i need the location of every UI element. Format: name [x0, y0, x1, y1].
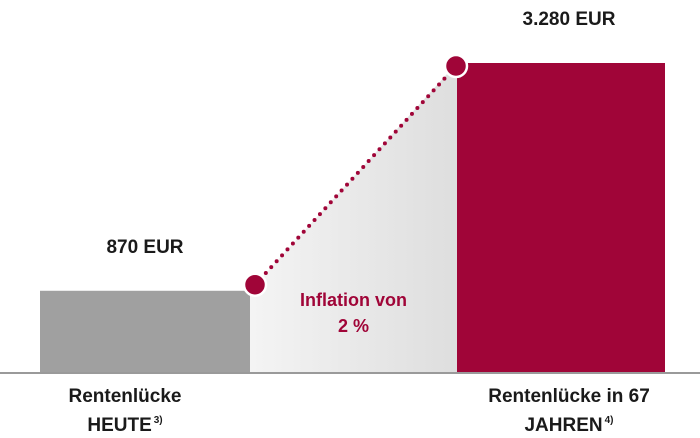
- inflation-area: [250, 63, 457, 373]
- category-label: Rentenlücke HEUTE 3): [50, 385, 200, 438]
- value-label: 870 EUR: [106, 237, 183, 258]
- value-label: 3.280 EUR: [523, 9, 616, 30]
- marker: [443, 53, 469, 79]
- category-label: Rentenlücke in 67 JAHREN 4): [474, 385, 664, 438]
- connector: [253, 64, 458, 287]
- footnote: 3): [153, 415, 163, 426]
- bar: [40, 290, 250, 373]
- bar: [457, 63, 665, 373]
- category-text: Rentenlücke in 67 JAHREN: [488, 386, 650, 436]
- category-text: Rentenlücke HEUTE: [68, 386, 182, 436]
- footnote: 4): [604, 415, 614, 426]
- annotation: Inflation von 2 %: [300, 290, 407, 336]
- marker: [242, 272, 268, 298]
